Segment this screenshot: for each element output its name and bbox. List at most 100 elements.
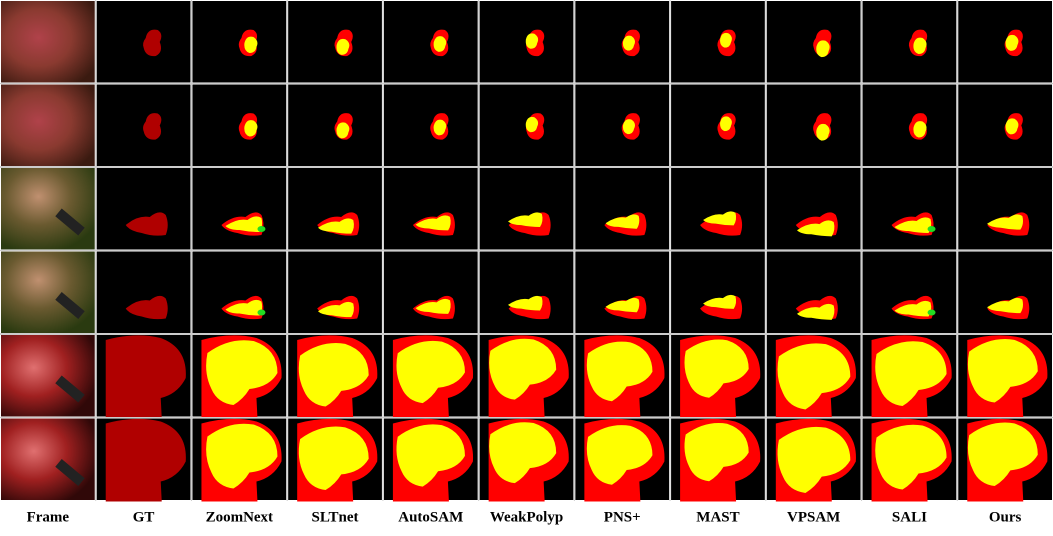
image-cell [767, 252, 861, 334]
mask-background [288, 168, 382, 250]
column-label: Ours [989, 509, 1022, 525]
image-cell [958, 168, 1052, 250]
frame-image [1, 252, 95, 334]
mask-background [958, 168, 1052, 250]
column-label: VPSAM [787, 509, 840, 525]
mask-background [671, 252, 765, 334]
image-cell [384, 419, 478, 502]
image-cell [863, 335, 957, 418]
column-label: WeakPolyp [490, 509, 563, 525]
image-cell [575, 419, 669, 502]
image-cell [288, 1, 382, 83]
image-cell [671, 252, 765, 334]
image-cell [288, 335, 382, 418]
image-cell [671, 85, 765, 167]
image-cell [958, 335, 1052, 418]
image-cell [97, 1, 191, 83]
image-cell [97, 252, 191, 334]
column-label: SLTnet [312, 509, 359, 525]
mask-background [192, 168, 286, 250]
image-cell [958, 1, 1052, 83]
false-positive [928, 226, 936, 232]
mask-background [671, 168, 765, 250]
image-cell [767, 335, 861, 418]
image-cell [767, 168, 861, 250]
image-cell [1, 1, 95, 83]
image-cell [863, 168, 957, 250]
image-cell [958, 85, 1052, 167]
image-cell [575, 168, 669, 250]
column-label: AutoSAM [398, 509, 463, 525]
image-cell [575, 252, 669, 334]
frame-image [1, 168, 95, 250]
image-cell [958, 252, 1052, 334]
image-cell [192, 1, 286, 83]
image-cell [671, 419, 765, 502]
image-cell [480, 252, 574, 334]
mask-background [480, 252, 574, 334]
image-cell [767, 1, 861, 83]
false-positive [257, 310, 265, 316]
mask-background [480, 168, 574, 250]
image-cell [192, 419, 286, 502]
mask-background [863, 252, 957, 334]
column-label: GT [133, 509, 155, 525]
image-cell [480, 419, 574, 502]
image-cell [671, 335, 765, 418]
frame-image [1, 85, 95, 167]
image-cell [575, 1, 669, 83]
mask-background [767, 252, 861, 334]
image-cell [384, 252, 478, 334]
image-cell [671, 1, 765, 83]
image-cell [480, 1, 574, 83]
image-cell [863, 1, 957, 83]
column-label: SALI [892, 509, 927, 525]
image-cell [192, 85, 286, 167]
column-label: MAST [696, 509, 739, 525]
mask-background [575, 252, 669, 334]
image-cell [288, 168, 382, 250]
column-label: PNS+ [604, 509, 641, 525]
mask-background [288, 252, 382, 334]
image-cell [1, 335, 95, 417]
image-cell [384, 168, 478, 250]
frame-image [1, 1, 95, 83]
image-cell [192, 168, 286, 250]
image-cell [575, 85, 669, 167]
image-cell [480, 168, 574, 250]
image-cell [671, 168, 765, 250]
mask-background [192, 252, 286, 334]
mask-background [767, 168, 861, 250]
image-cell [288, 85, 382, 167]
mask-background [97, 168, 191, 250]
frame-image [1, 419, 95, 501]
image-cell [767, 419, 861, 502]
mask-background [958, 252, 1052, 334]
mask-background [575, 168, 669, 250]
image-cell [480, 85, 574, 167]
mask-background [97, 252, 191, 334]
image-cell [958, 419, 1052, 502]
image-cell [192, 252, 286, 334]
page: Frame GT ZoomNext SLTnet AutoSAM WeakPolyp PNS… [0, 0, 1053, 531]
image-cell [767, 85, 861, 167]
image-cell [97, 85, 191, 167]
figure: Frame GT ZoomNext SLTnet AutoSAM WeakPolyp PNS… [0, 0, 1053, 531]
image-cell [384, 85, 478, 167]
false-positive [257, 226, 265, 232]
image-cell [97, 419, 191, 502]
column-label: ZoomNext [206, 509, 274, 525]
mask-background [384, 168, 478, 250]
image-cell [1, 168, 95, 250]
image-cell [863, 85, 957, 167]
image-cell [480, 335, 574, 418]
mask-background [384, 252, 478, 334]
frame-image [1, 335, 95, 417]
column-label: Frame [27, 509, 70, 525]
mask-background [863, 168, 957, 250]
image-cell [97, 335, 191, 418]
image-cell [97, 168, 191, 250]
image-cell [288, 252, 382, 334]
image-cell [575, 335, 669, 418]
image-cell [288, 419, 382, 502]
